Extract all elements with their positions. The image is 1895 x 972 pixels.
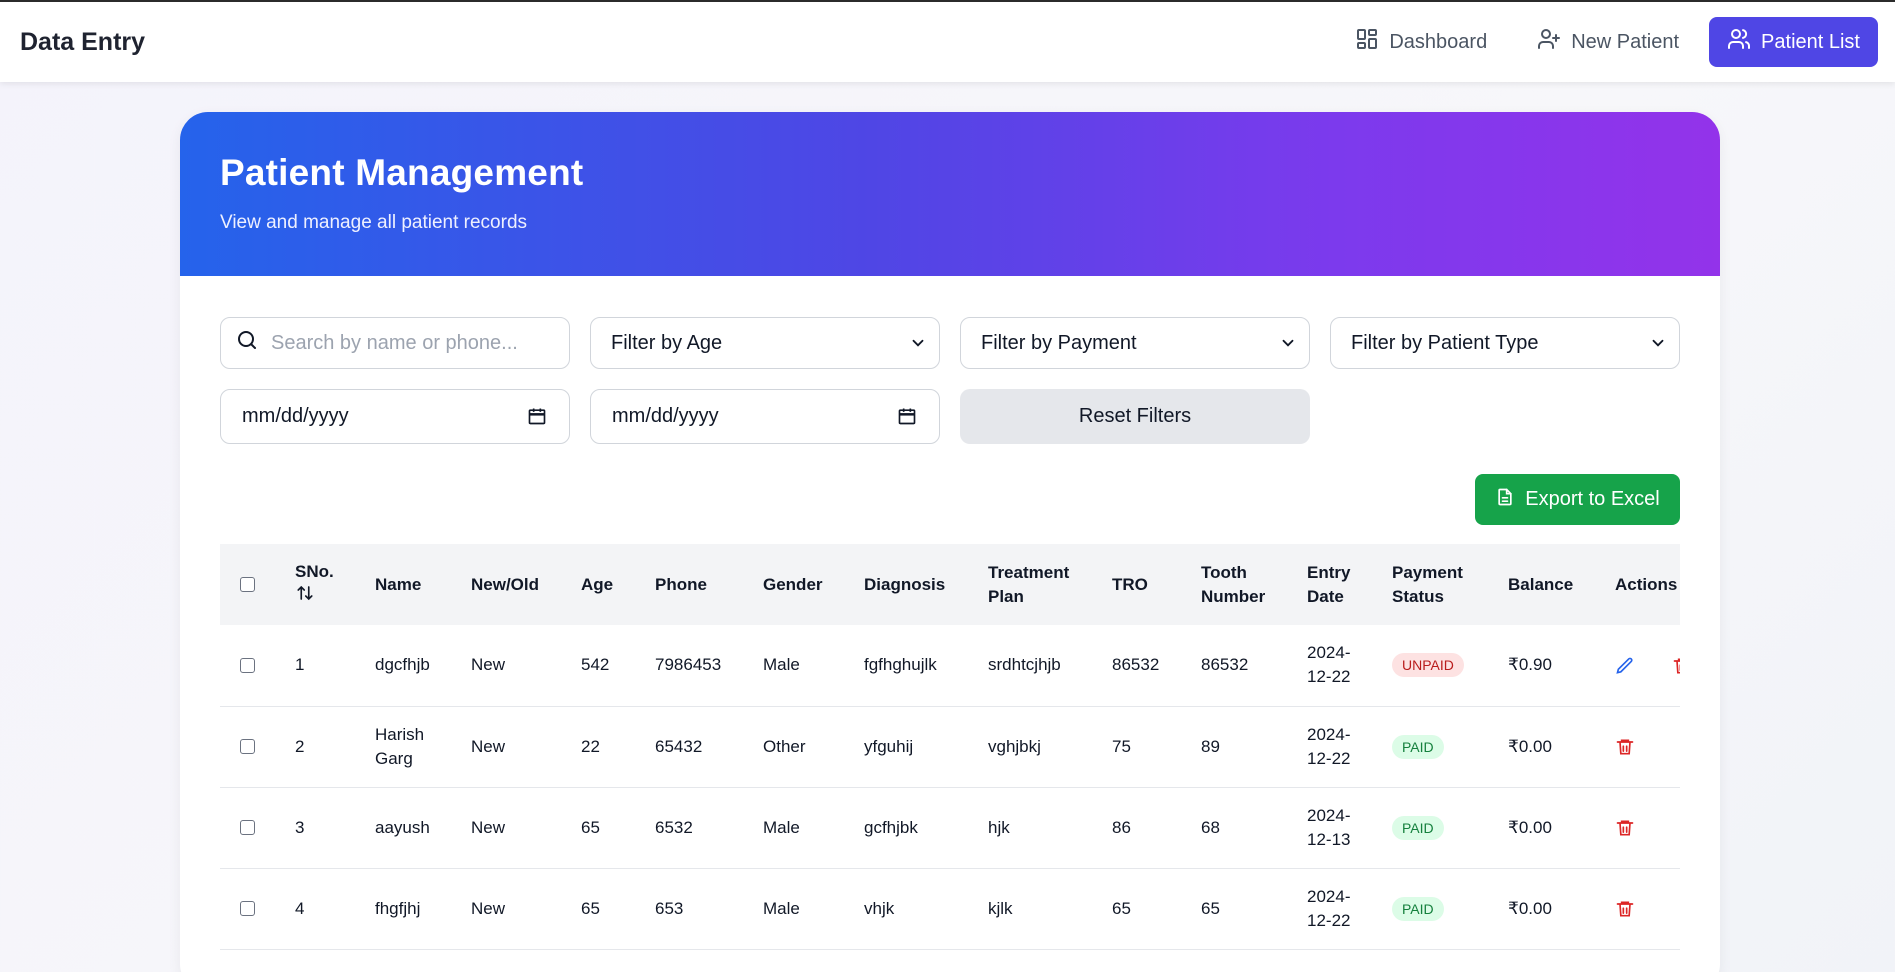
page-subtitle: View and manage all patient records [220,212,528,233]
filters-panel: Search by name or phone... Filter by Age… [220,317,1680,464]
column-new-old: New/Old [471,574,540,594]
dashboard-icon [1355,27,1379,57]
export-label: Export to Excel [1525,488,1660,510]
column-payment-status: Payment Status [1392,562,1463,606]
column-gender: Gender [763,574,823,594]
payment-filter-select[interactable]: Filter by Payment [960,317,1310,369]
page-title: Patient Management [220,152,584,193]
table-row: 4 fhgfjhj New 65 653 Male vhjk kjlk 65 6… [220,868,1680,949]
column-tooth-number: Tooth Number [1201,562,1266,606]
age-filter-select[interactable]: Filter by Age [590,317,940,369]
user-plus-icon [1537,27,1561,57]
date-to-value: mm/dd/yyyy [612,405,719,427]
file-icon [1495,487,1515,513]
hero-banner: Patient Management View and manage all p… [180,112,1720,276]
row-actions [1607,706,1680,787]
column-actions: Actions [1615,574,1678,594]
row-actions [1607,625,1680,706]
nav-patient-list[interactable]: Patient List [1709,17,1878,67]
trash-icon[interactable] [1615,899,1635,918]
table-row: 3 aayush New 65 6532 Male gcfhjbk hjk 86… [220,787,1680,868]
main-nav: Dashboard New Patient Patient List [1335,17,1878,67]
top-navbar: Data Entry Dashboard New Patient Patient… [0,0,1895,82]
column-tro: TRO [1112,574,1148,594]
date-to-input[interactable]: mm/dd/yyyy [590,389,940,444]
nav-new-patient[interactable]: New Patient [1517,17,1699,67]
status-badge: PAID [1392,896,1444,921]
patient-type-filter-value: Filter by Patient Type [1351,331,1539,354]
column-entry-date: Entry Date [1307,562,1351,606]
date-from-value: mm/dd/yyyy [242,405,349,427]
table-row: 2 Harish Garg New 22 65432 Other yfguhij … [220,706,1680,787]
payment-filter-value: Filter by Payment [981,331,1137,354]
users-icon [1727,27,1751,57]
age-filter-value: Filter by Age [611,331,723,354]
patient-table: SNo. Name New/Old Age Phone Gender Diagn… [220,544,1680,950]
date-from-input[interactable]: mm/dd/yyyy [220,389,570,444]
row-actions [1607,868,1680,949]
row-checkbox[interactable] [240,739,255,754]
column-treatment-plan: Treatment Plan [988,562,1070,606]
edit-icon[interactable] [1615,655,1635,674]
trash-icon[interactable] [1672,655,1680,674]
patient-table-container[interactable]: SNo. Name New/Old Age Phone Gender Diagn… [220,544,1680,950]
status-badge: UNPAID [1392,653,1464,678]
reset-filters-button[interactable]: Reset Filters [960,389,1310,444]
row-actions [1607,787,1680,868]
search-input[interactable]: Search by name or phone... [220,317,570,369]
row-checkbox[interactable] [240,901,255,916]
trash-icon[interactable] [1615,737,1635,756]
search-icon [235,328,271,358]
status-badge: PAID [1392,734,1444,759]
column-phone: Phone [655,574,707,594]
column-diagnosis: Diagnosis [864,574,946,594]
table-row: 1 dgcfhjb New 542 7986453 Male fgfhghujl… [220,625,1680,706]
search-placeholder: Search by name or phone... [271,331,518,354]
column-name: Name [375,574,422,594]
sort-icon[interactable] [295,584,359,609]
nav-dashboard[interactable]: Dashboard [1335,17,1507,67]
trash-icon[interactable] [1615,818,1635,837]
select-all-checkbox[interactable] [240,577,255,592]
column-age: Age [581,574,614,594]
brand-title: Data Entry [20,27,146,56]
table-header-row: SNo. Name New/Old Age Phone Gender Diagn… [220,544,1680,625]
row-checkbox[interactable] [240,820,255,835]
nav-patient-list-label: Patient List [1761,30,1860,53]
status-badge: PAID [1392,815,1444,840]
nav-new-patient-label: New Patient [1571,30,1680,53]
patient-management-card: Patient Management View and manage all p… [180,112,1720,972]
column-balance: Balance [1508,574,1574,594]
column-sno[interactable]: SNo. [287,544,367,625]
export-to-excel-button[interactable]: Export to Excel [1475,474,1680,525]
patient-type-filter-select[interactable]: Filter by Patient Type [1330,317,1680,369]
nav-dashboard-label: Dashboard [1389,30,1488,53]
row-checkbox[interactable] [240,657,255,673]
